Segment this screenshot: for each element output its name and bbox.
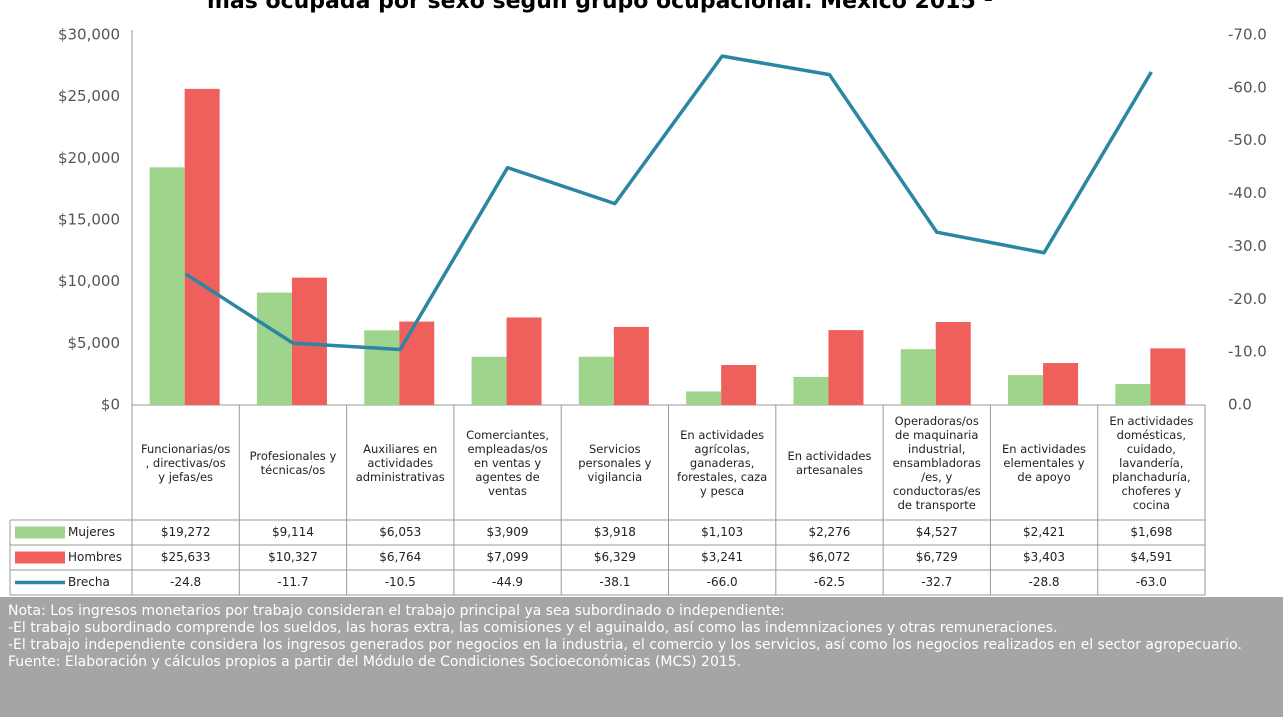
table-value: $4,591 (1130, 550, 1172, 564)
table-value: $3,403 (1023, 550, 1065, 564)
table-value: $4,527 (916, 525, 958, 539)
table-value: -24.8 (170, 575, 201, 589)
table-value: $3,909 (487, 525, 529, 539)
table-value: $10,327 (268, 550, 318, 564)
bar (471, 356, 507, 405)
bar (364, 330, 400, 405)
bar (149, 167, 185, 405)
table-value: -28.8 (1029, 575, 1060, 589)
y-tick-label: $20,000 (58, 149, 120, 167)
bar (686, 391, 722, 405)
bar (900, 349, 936, 405)
bar (184, 88, 220, 405)
y-tick-label: $10,000 (58, 272, 120, 290)
note-line: -El trabajo subordinado comprende los su… (8, 620, 1058, 636)
bar (1008, 375, 1044, 405)
category-label: En actividades agrícolas, ganaderas, for… (677, 427, 768, 498)
table-value: $3,918 (594, 525, 636, 539)
y-tick-label: $25,000 (58, 87, 120, 105)
notes: Nota: Los ingresos monetarios por trabaj… (0, 597, 1283, 717)
bar (1115, 384, 1151, 405)
table-value: $6,329 (594, 550, 636, 564)
table-value: $19,272 (161, 525, 211, 539)
table-value: -62.5 (814, 575, 845, 589)
bar (793, 376, 829, 405)
bar (613, 326, 649, 405)
y2-tick-label: -20.0 (1228, 290, 1267, 308)
bar (399, 321, 435, 405)
table-value: $3,241 (701, 550, 743, 564)
table-value: -38.1 (599, 575, 630, 589)
bar (721, 365, 757, 405)
legend-swatch (15, 526, 65, 539)
category-label: Profesionales y técnicas/os (249, 448, 337, 477)
category-label: En actividades artesanales (787, 448, 872, 477)
y-tick-label: $15,000 (58, 211, 120, 229)
chart-title: más ocupada por sexo según grupo ocupaci… (207, 0, 993, 14)
table-value: $7,099 (487, 550, 529, 564)
table-value: -10.5 (385, 575, 416, 589)
table-value: $6,053 (379, 525, 421, 539)
table-value: -44.9 (492, 575, 523, 589)
category-label: Comerciantes, empleadas/os en ventas y a… (466, 427, 549, 498)
bar (578, 356, 614, 405)
table-value: $6,072 (808, 550, 850, 564)
bar (256, 292, 292, 405)
y-tick-label: $0 (101, 396, 120, 414)
category-label: Funcionarias/os , directivas/os y jefas/… (140, 441, 231, 484)
table-value: -32.7 (921, 575, 952, 589)
legend-label: Hombres (68, 550, 122, 564)
table-value: $2,421 (1023, 525, 1065, 539)
legend-label: Brecha (68, 575, 110, 589)
y-tick-label: $30,000 (58, 26, 120, 44)
table-value: $2,276 (808, 525, 850, 539)
table-value: -11.7 (277, 575, 308, 589)
note-line: -El trabajo independiente considera los … (8, 637, 1242, 653)
table-value: $9,114 (272, 525, 314, 539)
y-tick-label: $5,000 (68, 334, 121, 352)
legend-label: Mujeres (68, 525, 115, 539)
chart: más ocupada por sexo según grupo ocupaci… (9, 0, 1267, 596)
bar (1150, 348, 1186, 405)
note-line: Nota: Los ingresos monetarios por trabaj… (8, 603, 785, 619)
table-value: -66.0 (707, 575, 738, 589)
y2-tick-label: -40.0 (1228, 184, 1267, 202)
legend-swatch (15, 551, 65, 564)
y2-tick-label: -50.0 (1228, 131, 1267, 149)
y2-tick-label: 0.0 (1228, 396, 1252, 414)
line (184, 54, 1153, 352)
bar (935, 322, 971, 405)
bar (291, 277, 327, 405)
y2-tick-label: -30.0 (1228, 237, 1267, 255)
table-value: $6,729 (916, 550, 958, 564)
table-value: $1,698 (1130, 525, 1172, 539)
y2-tick-label: -10.0 (1228, 343, 1267, 361)
category-label: En actividades elementales y de apoyo (1002, 441, 1087, 484)
y2-tick-label: -70.0 (1228, 26, 1267, 44)
bar (506, 317, 542, 405)
table-value: $1,103 (701, 525, 743, 539)
category-label: En actividades domésticas, cuidado, lava… (1109, 413, 1194, 512)
y2-tick-label: -60.0 (1228, 78, 1267, 96)
category-label: Auxiliares en actividades administrativa… (355, 441, 445, 484)
table-value: -63.0 (1136, 575, 1167, 589)
bar (828, 330, 864, 405)
category-label: Operadoras/os de maquinaria industrial, … (892, 413, 981, 512)
table-value: $6,764 (379, 550, 421, 564)
table-value: $25,633 (161, 550, 211, 564)
bar (1043, 363, 1079, 405)
category-label: Servicios personales y vigilancia (578, 441, 652, 484)
note-line: Fuente: Elaboración y cálculos propios a… (8, 654, 742, 670)
